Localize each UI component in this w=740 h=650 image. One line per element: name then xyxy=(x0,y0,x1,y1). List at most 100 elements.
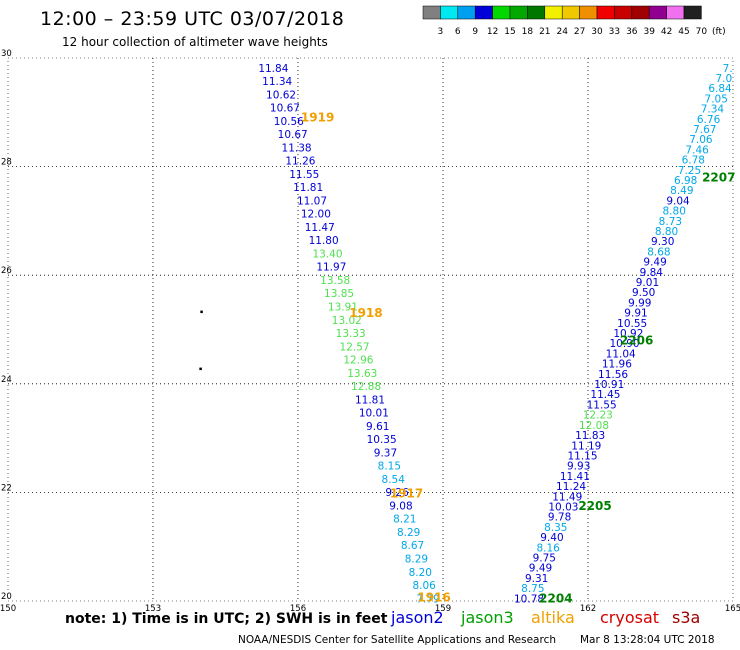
wave-height-label: 6.84 xyxy=(708,83,732,95)
wave-height-label: 7.67 xyxy=(693,124,716,136)
wave-height-label: 8.29 xyxy=(405,553,428,565)
wave-height-label: 11.55 xyxy=(289,169,319,181)
island-marker xyxy=(199,367,202,371)
wave-height-label: 9.61 xyxy=(366,421,389,433)
wave-height-label: 11.38 xyxy=(282,142,312,154)
wave-height-label: 11.07 xyxy=(297,195,327,207)
wave-height-label: 6.98 xyxy=(674,175,697,187)
wave-height-label: 11.96 xyxy=(602,359,632,371)
wave-height-label: 7.25 xyxy=(678,165,701,177)
pass-time-label: 2205 xyxy=(578,499,611,513)
pass-time-label: 2207 xyxy=(702,170,735,184)
wave-height-label: 8.75 xyxy=(521,583,544,595)
wave-height-label: 6.78 xyxy=(682,155,705,167)
x-tick-label: 150 xyxy=(0,604,16,612)
legend-jason3: jason3 xyxy=(461,608,514,627)
wave-height-label: 13.91 xyxy=(328,302,358,314)
colorbar-label: 30 xyxy=(591,27,603,37)
wave-height-label: 11.81 xyxy=(355,394,385,406)
wave-height-label: 11.84 xyxy=(258,63,288,75)
wave-height-label: 9.93 xyxy=(567,461,590,473)
wave-height-label: 7.06 xyxy=(689,134,713,146)
wave-height-label: 9.37 xyxy=(374,447,397,459)
map-title: 12:00 – 23:59 UTC 03/07/2018 xyxy=(40,8,345,30)
plot-frame xyxy=(7,57,734,602)
wave-height-label: 11.19 xyxy=(571,440,601,452)
pass-time-label: 2204 xyxy=(539,591,572,605)
wave-height-label: 12.23 xyxy=(583,410,613,422)
wave-height-label: 12.88 xyxy=(351,381,381,393)
wave-height-label: 13.63 xyxy=(347,368,377,380)
wave-height-label: 11.83 xyxy=(575,430,605,442)
wave-height-label: 8.68 xyxy=(647,246,670,258)
wave-height-label: 8.21 xyxy=(393,514,416,526)
wave-height-label: 12.00 xyxy=(301,209,331,221)
wave-height-label: 9.75 xyxy=(533,552,556,564)
legend-s3a: s3a xyxy=(672,608,701,627)
wave-height-label: 13.02 xyxy=(332,315,362,327)
wave-height-label: 12.96 xyxy=(343,355,373,367)
colorbar-label: 6 xyxy=(455,27,461,37)
wave-height-label: 7.0 xyxy=(716,73,733,85)
wave-height-label: 9.31 xyxy=(525,573,548,585)
wave-height-label: 7.34 xyxy=(701,104,725,116)
wave-height-label: 12.08 xyxy=(579,420,609,432)
colorbar-label: 12 xyxy=(487,27,498,37)
colorbar-label: 27 xyxy=(574,27,585,37)
x-tick-label: 162 xyxy=(580,604,596,612)
wave-height-label: 8.35 xyxy=(544,522,567,534)
colorbar-label: (ft) xyxy=(712,27,726,37)
wave-height-label: 11.26 xyxy=(285,156,315,168)
wave-height-label: 7.79 xyxy=(416,593,439,605)
wave-height-label: 11.24 xyxy=(556,481,586,493)
wave-height-label: 10.92 xyxy=(613,328,643,340)
legend-jason2: jason2 xyxy=(391,608,444,627)
colorbar-label: 18 xyxy=(522,27,534,37)
wave-height-label: 7. xyxy=(723,63,733,75)
colorbar-label: 33 xyxy=(609,27,620,37)
wave-height-label: 8.20 xyxy=(409,567,432,579)
wave-height-label: 7.05 xyxy=(705,93,728,105)
wave-height-label: 8.73 xyxy=(659,216,682,228)
wave-height-label: 9.01 xyxy=(636,277,659,289)
wave-height-label: 8.80 xyxy=(663,206,686,218)
wave-height-label: 9.49 xyxy=(529,563,552,575)
colorbar-label: 24 xyxy=(556,27,568,37)
x-tick-label: 153 xyxy=(145,604,161,612)
y-tick-label: 26 xyxy=(1,266,12,276)
wave-height-label: 9.50 xyxy=(632,287,655,299)
wave-height-label: 10.62 xyxy=(266,89,296,101)
wave-height-label: 13.40 xyxy=(312,248,342,260)
wave-height-label: 11.56 xyxy=(598,369,628,381)
wave-height-label: 11.80 xyxy=(309,235,339,247)
pass-time-label: 1917 xyxy=(390,486,423,500)
wave-height-label: 10.03 xyxy=(548,501,578,513)
wave-height-label: 11.41 xyxy=(560,471,590,483)
color-scale-legend: 3 6 9 12 15 18 21 24 27 30 33 36 39 42 45 70 (ft) xyxy=(422,5,726,37)
wave-height-label: 13.33 xyxy=(336,328,366,340)
colorbar-label: 9 xyxy=(472,27,478,37)
footer-note: note: 1) Time is in UTC; 2) SWH is in fe… xyxy=(65,611,388,627)
wave-height-label: 11.55 xyxy=(587,399,617,411)
wave-height-label: 10.67 xyxy=(270,103,300,115)
colorbar-label: 39 xyxy=(643,27,655,37)
credit-text: NOAA/NESDIS Center for Satellite Applica… xyxy=(238,634,556,646)
colorbar-label: 21 xyxy=(539,27,550,37)
y-tick-label: 20 xyxy=(1,592,12,602)
wave-height-label: 8.15 xyxy=(378,461,401,473)
y-tick-label: 22 xyxy=(1,483,12,493)
legend-cryosat: cryosat xyxy=(600,608,660,627)
colorbar-swatch xyxy=(683,5,702,20)
pass-time-label: 1919 xyxy=(301,111,334,125)
wave-height-label: 13.58 xyxy=(320,275,350,287)
colorbar-label: 15 xyxy=(504,27,515,37)
wave-height-label: 8.29 xyxy=(397,527,420,539)
colorbar-label: 45 xyxy=(678,27,689,37)
wave-height-label: 11.49 xyxy=(552,491,582,503)
wave-height-label: 9.49 xyxy=(643,257,666,269)
wave-height-label: 10.35 xyxy=(367,434,397,446)
wave-height-label: 11.15 xyxy=(567,450,597,462)
wave-height-label: 8.80 xyxy=(655,226,678,238)
wave-height-label: 10.91 xyxy=(594,379,624,391)
island-marker xyxy=(200,310,203,314)
